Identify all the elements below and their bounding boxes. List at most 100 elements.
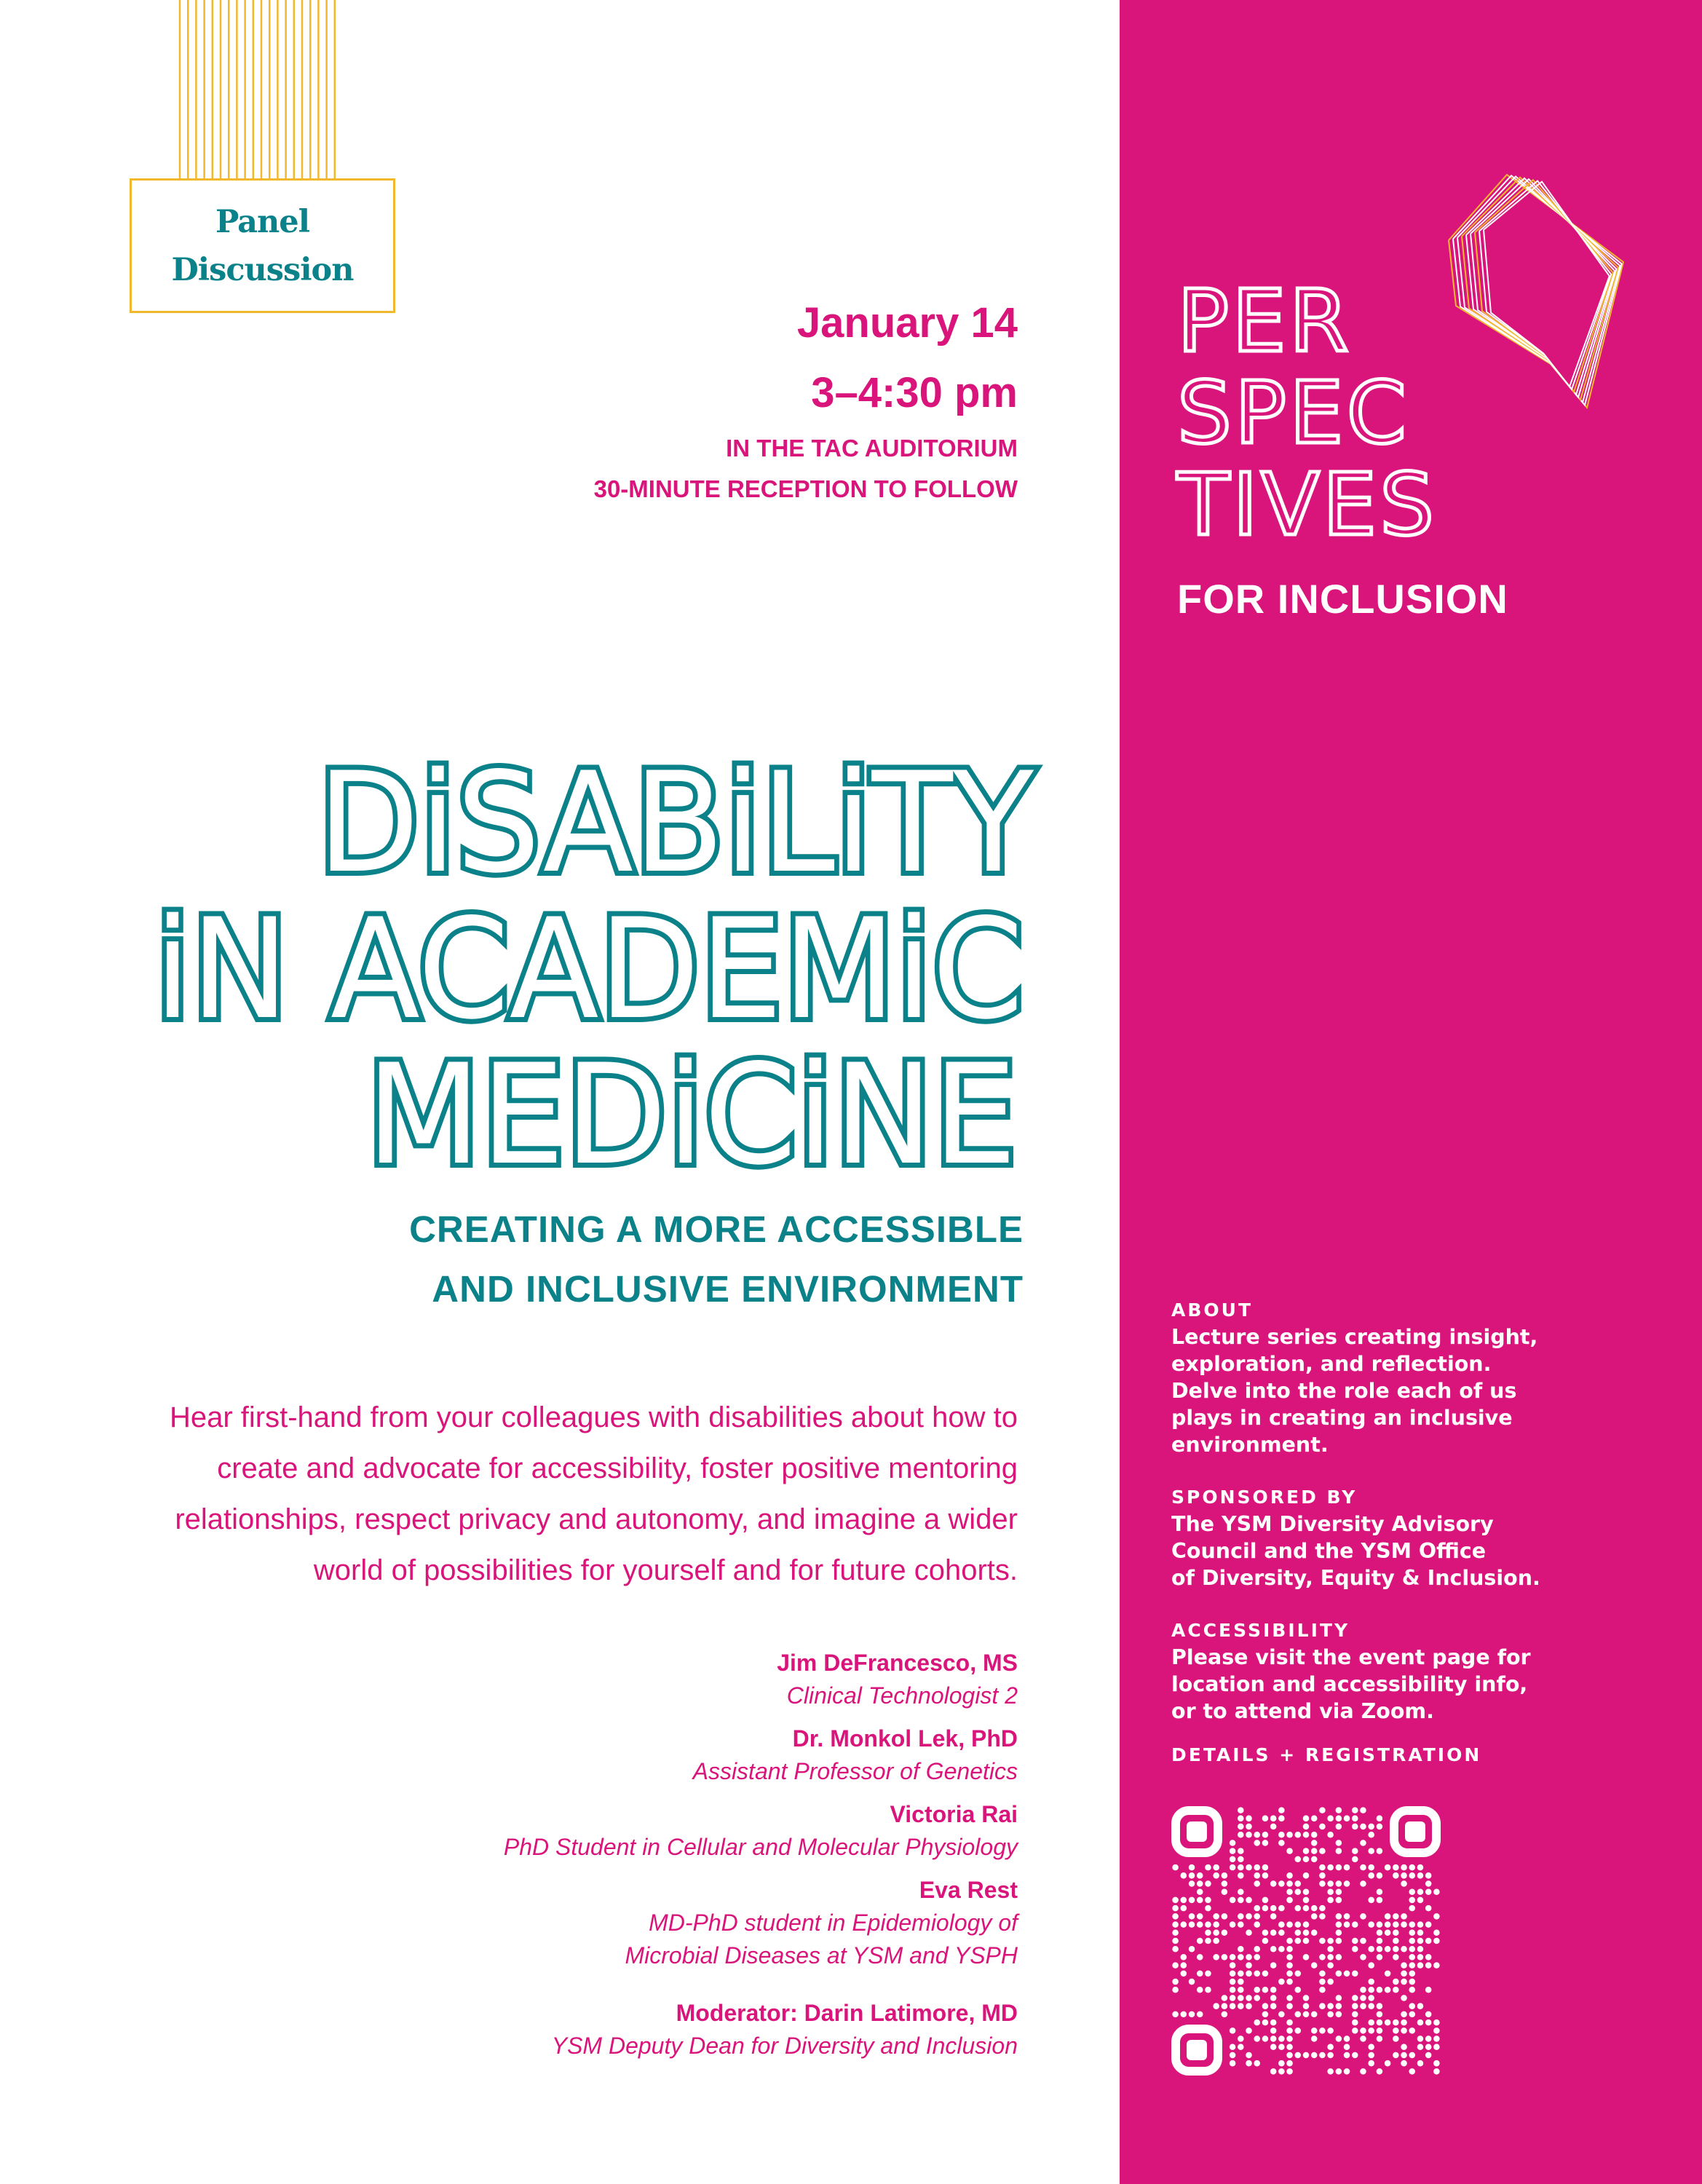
subtitle-line-2: AND INCLUSIVE ENVIRONMENT xyxy=(432,1268,1024,1310)
accessibility-section: ACCESSIBILITY Please visit the event pag… xyxy=(1171,1618,1681,1725)
qr-module xyxy=(1270,2068,1277,2075)
qr-module xyxy=(1352,1815,1358,1822)
qr-module xyxy=(1246,2060,1252,2067)
qr-module xyxy=(1335,2003,1342,2009)
title-line-2: iN ACADEMiC xyxy=(154,889,1024,1050)
qr-module xyxy=(1286,1970,1293,1977)
qr-module xyxy=(1196,1954,1203,1961)
qr-module xyxy=(1278,1807,1285,1813)
qr-module xyxy=(1278,1831,1285,1838)
qr-module xyxy=(1335,1880,1342,1887)
qr-module xyxy=(1417,1929,1424,1936)
about-text-line: exploration, and reflection. xyxy=(1171,1352,1492,1376)
qr-module xyxy=(1229,1921,1236,1928)
qr-module xyxy=(1368,1945,1374,1952)
qr-module xyxy=(1343,1970,1350,1977)
qr-module xyxy=(1180,1896,1187,1904)
event-description: Hear first-hand from your colleagues wit… xyxy=(169,1401,1018,1586)
qr-module xyxy=(1238,2043,1244,2051)
qr-module xyxy=(1286,1896,1293,1904)
series-tagline: FOR INCLUSION xyxy=(1177,576,1508,622)
qr-module xyxy=(1302,1823,1310,1830)
qr-module xyxy=(1401,1921,1407,1928)
qr-module xyxy=(1221,2003,1228,2009)
qr-module xyxy=(1409,1945,1416,1952)
qr-module xyxy=(1254,1921,1260,1928)
qr-module xyxy=(1238,2035,1244,2042)
qr-module xyxy=(1213,1954,1219,1961)
qr-module xyxy=(1286,1945,1293,1952)
qr-module xyxy=(1327,1978,1334,1985)
qr-module xyxy=(1188,1913,1195,1920)
qr-module xyxy=(1327,1864,1334,1871)
qr-module xyxy=(1352,1823,1358,1830)
qr-module xyxy=(1384,1987,1391,1993)
qr-module xyxy=(1319,1823,1326,1830)
qr-module xyxy=(1327,1962,1334,1969)
wireframe-line xyxy=(1452,174,1623,407)
qr-module xyxy=(1302,1872,1310,1879)
qr-module xyxy=(1352,1937,1358,1944)
qr-module xyxy=(1376,1872,1383,1879)
qr-module xyxy=(1172,2011,1179,2018)
qr-module xyxy=(1238,1848,1244,1854)
qr-module xyxy=(1294,2011,1302,2018)
qr-module xyxy=(1278,2043,1285,2051)
qr-module xyxy=(1188,1880,1195,1887)
qr-module xyxy=(1180,1954,1187,1961)
qr-module xyxy=(1229,1848,1236,1854)
sponsor-text-line: of Diversity, Equity & Inclusion. xyxy=(1171,1566,1540,1590)
qr-module xyxy=(1327,1815,1334,1822)
qr-module xyxy=(1278,1921,1285,1928)
qr-module xyxy=(1278,2035,1285,2042)
qr-module xyxy=(1417,1864,1424,1871)
qr-module xyxy=(1409,1896,1416,1904)
qr-module xyxy=(1286,2035,1293,2042)
qr-module xyxy=(1172,1929,1179,1936)
qr-module xyxy=(1294,1937,1302,1944)
qr-module xyxy=(1172,1962,1179,1969)
qr-module xyxy=(1294,1856,1302,1863)
qr-module xyxy=(1401,2043,1407,2051)
qr-code-icon[interactable] xyxy=(1171,1806,1441,2076)
qr-module xyxy=(1188,1896,1195,1904)
qr-module xyxy=(1286,1937,1293,1944)
about-text-line: Delve into the role each of us xyxy=(1171,1379,1517,1403)
qr-module xyxy=(1238,1921,1244,1928)
qr-module xyxy=(1352,2011,1358,2018)
qr-module xyxy=(1270,1823,1277,1830)
qr-module xyxy=(1352,2027,1358,2034)
qr-module xyxy=(1401,2052,1407,2059)
qr-module xyxy=(1433,2068,1440,2075)
qr-module xyxy=(1401,1970,1407,1977)
qr-module xyxy=(1254,1995,1260,2001)
qr-module xyxy=(1262,2011,1269,2018)
qr-module xyxy=(1319,1872,1326,1879)
qr-module xyxy=(1433,1962,1440,1969)
qr-module xyxy=(1188,1864,1195,1871)
qr-module xyxy=(1286,1831,1293,1838)
qr-module xyxy=(1238,1872,1244,1879)
qr-module xyxy=(1229,1954,1236,1961)
qr-module xyxy=(1246,1896,1252,1904)
qr-module xyxy=(1319,1970,1326,1977)
qr-module xyxy=(1302,2003,1310,2009)
details-heading: DETAILS + REGISTRATION xyxy=(1171,1744,1482,1765)
qr-module xyxy=(1401,2019,1407,2026)
qr-module xyxy=(1180,1921,1187,1928)
qr-module xyxy=(1393,1978,1399,1985)
qr-module xyxy=(1188,1872,1195,1879)
qr-module xyxy=(1278,1840,1285,1846)
speaker-role: Clinical Technologist 2 xyxy=(786,1682,1018,1709)
qr-module xyxy=(1294,2052,1302,2059)
qr-module xyxy=(1433,2019,1440,2026)
subtitle-line-1: CREATING A MORE ACCESSIBLE xyxy=(409,1208,1024,1250)
qr-finder xyxy=(1171,2025,1222,2076)
qr-module xyxy=(1270,2035,1277,2042)
qr-module xyxy=(1302,1848,1310,1854)
qr-module xyxy=(1238,1823,1244,1830)
qr-module xyxy=(1254,2060,1260,2067)
qr-module xyxy=(1368,2060,1374,2067)
speaker-name: Moderator: Darin Latimore, MD xyxy=(676,2000,1018,2026)
qr-module xyxy=(1401,1978,1407,1985)
